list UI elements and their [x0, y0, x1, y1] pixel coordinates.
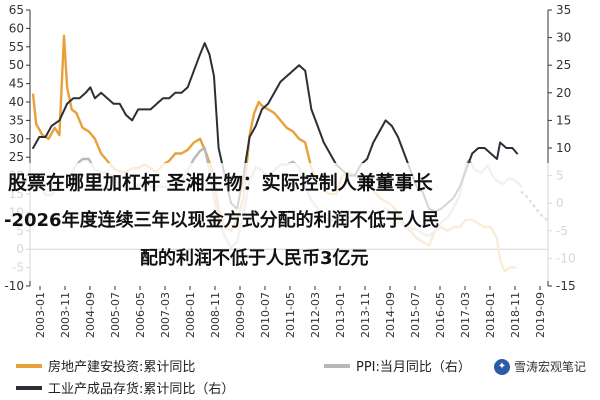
legend-label: 房地产建安投资:累计同比	[48, 360, 196, 375]
overlay-headline-line1: 股票在哪里加杠杆 圣湘生物：实际控制人兼董事长	[8, 172, 433, 194]
right-axis-tick-label: -15	[556, 279, 576, 293]
left-axis-tick-label: 30	[9, 132, 24, 146]
x-axis-tick-label: 2003-01	[34, 292, 47, 338]
x-axis-tick-label: 2003-11	[59, 292, 72, 338]
x-axis-tick-label: 2019-09	[534, 292, 547, 338]
x-axis-tick-label: 2009-09	[234, 292, 247, 338]
wechat-logo-icon: ✦	[493, 358, 510, 375]
left-axis-tick-label: 35	[9, 113, 24, 127]
x-axis-tick-label: 2013-01	[334, 292, 347, 338]
x-axis-tick-label: 2016-05	[434, 292, 447, 338]
legend-swatch-dark	[16, 385, 42, 390]
x-axis-tick-label: 2008-11	[209, 292, 222, 338]
legend-item: PPI:当月同比（右）	[324, 356, 471, 375]
left-axis-tick-label: -10	[4, 279, 24, 293]
x-axis-tick-label: 2015-07	[409, 292, 422, 338]
overlay-band	[0, 163, 600, 281]
right-axis-tick-label: 10	[556, 141, 571, 155]
x-axis-tick-label: 2010-07	[259, 292, 272, 338]
right-axis-tick-label: 30	[556, 31, 571, 45]
x-axis-tick-label: 2011-05	[284, 292, 297, 338]
watermark: ✦ 雪涛宏观笔记	[493, 358, 586, 375]
right-axis-tick-label: 15	[556, 113, 571, 127]
legend-item: 工业产成品存货:累计同比（右）	[16, 378, 234, 397]
x-axis-tick-label: 2005-07	[109, 292, 122, 338]
right-axis-tick-label: 20	[556, 86, 571, 100]
x-axis-tick-label: 2004-09	[84, 292, 97, 338]
left-axis-tick-label: 60	[9, 21, 24, 35]
legend-swatch-gray	[324, 363, 350, 368]
legend-swatch-orange	[16, 363, 42, 368]
x-axis-tick-label: 2013-11	[359, 292, 372, 338]
x-axis-tick-label: 2018-11	[509, 292, 522, 338]
left-axis-tick-label: 55	[9, 40, 24, 54]
x-axis-tick-label: 2006-05	[134, 292, 147, 338]
x-axis-tick-label: 2014-09	[384, 292, 397, 338]
left-axis-tick-label: 65	[9, 3, 24, 17]
legend-item: 房地产建安投资:累计同比	[16, 356, 195, 375]
left-axis-tick-label: 25	[9, 150, 24, 164]
right-axis-tick-label: 25	[556, 58, 571, 72]
legend-label: PPI:当月同比（右）	[356, 360, 471, 375]
legend: 房地产建安投资:累计同比 PPI:当月同比（右） 工业产成品存货:累计同比（右）	[6, 352, 596, 398]
x-axis-tick-label: 2012-03	[309, 292, 322, 338]
x-axis-tick-label: 2018-01	[484, 292, 497, 338]
x-axis-tick-label: 2007-03	[159, 292, 172, 338]
watermark-text: 雪涛宏观笔记	[513, 360, 586, 374]
left-axis-tick-label: 40	[9, 95, 24, 109]
legend-label: 工业产成品存货:累计同比（右）	[48, 382, 235, 397]
right-axis-tick-label: 35	[556, 3, 571, 17]
overlay-headline-line3: 配的利润不低于人民币3亿元	[140, 248, 369, 269]
left-axis-tick-label: 45	[9, 77, 24, 91]
overlay-headline-line2: -2026年度连续三年以现金方式分配的利润不低于人民	[4, 210, 440, 231]
x-axis-tick-label: 2017-03	[459, 292, 472, 338]
left-axis-tick-label: 50	[9, 58, 24, 72]
x-axis-tick-label: 2008-01	[184, 292, 197, 338]
